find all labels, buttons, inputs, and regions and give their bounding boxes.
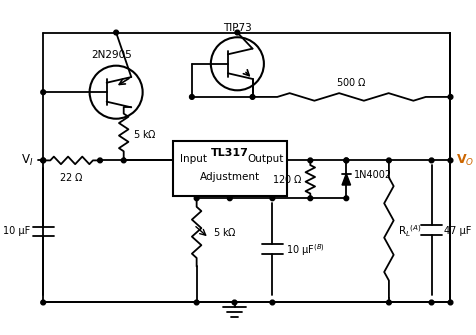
Circle shape: [98, 158, 102, 163]
Circle shape: [113, 30, 118, 35]
Circle shape: [343, 158, 348, 163]
Circle shape: [307, 196, 312, 201]
Text: TL317: TL317: [210, 148, 248, 158]
Text: V$_O$: V$_O$: [455, 153, 474, 168]
Circle shape: [428, 300, 433, 305]
Text: Output: Output: [247, 154, 283, 164]
Circle shape: [269, 196, 274, 201]
Circle shape: [249, 94, 254, 99]
Circle shape: [189, 94, 194, 99]
Circle shape: [428, 158, 433, 163]
Circle shape: [41, 158, 46, 163]
Text: Adjustment: Adjustment: [199, 173, 259, 183]
FancyBboxPatch shape: [173, 141, 286, 196]
Circle shape: [386, 158, 390, 163]
Circle shape: [343, 196, 348, 201]
Text: 5 k$\Omega$: 5 k$\Omega$: [133, 128, 157, 140]
Text: TIP73: TIP73: [222, 22, 251, 32]
Text: Input: Input: [180, 154, 207, 164]
Circle shape: [194, 300, 198, 305]
Polygon shape: [341, 174, 350, 185]
Text: 1N4002: 1N4002: [353, 170, 391, 180]
Circle shape: [386, 300, 390, 305]
Circle shape: [41, 158, 46, 163]
Circle shape: [447, 158, 452, 163]
Circle shape: [227, 196, 232, 201]
Circle shape: [232, 300, 237, 305]
Text: 10 μF: 10 μF: [3, 226, 30, 237]
Circle shape: [307, 158, 312, 163]
Circle shape: [269, 300, 274, 305]
Text: 22 $\Omega$: 22 $\Omega$: [59, 171, 84, 183]
Circle shape: [343, 158, 348, 163]
Text: 5 k$\Omega$: 5 k$\Omega$: [212, 226, 236, 239]
Circle shape: [41, 90, 46, 94]
Circle shape: [121, 158, 126, 163]
Circle shape: [41, 300, 46, 305]
Circle shape: [447, 94, 452, 99]
Circle shape: [194, 196, 198, 201]
Text: 47 μF: 47 μF: [443, 226, 470, 237]
Circle shape: [235, 30, 239, 35]
Circle shape: [447, 300, 452, 305]
Text: R$_L$$^{(A)}$: R$_L$$^{(A)}$: [397, 224, 421, 239]
Text: 10 μF$^{(B)}$: 10 μF$^{(B)}$: [285, 243, 324, 258]
Text: 120 $\Omega$: 120 $\Omega$: [272, 173, 302, 185]
Text: 2N2905: 2N2905: [91, 50, 131, 60]
Text: V$_I$: V$_I$: [21, 153, 34, 168]
Text: 500 $\Omega$: 500 $\Omega$: [336, 76, 366, 88]
